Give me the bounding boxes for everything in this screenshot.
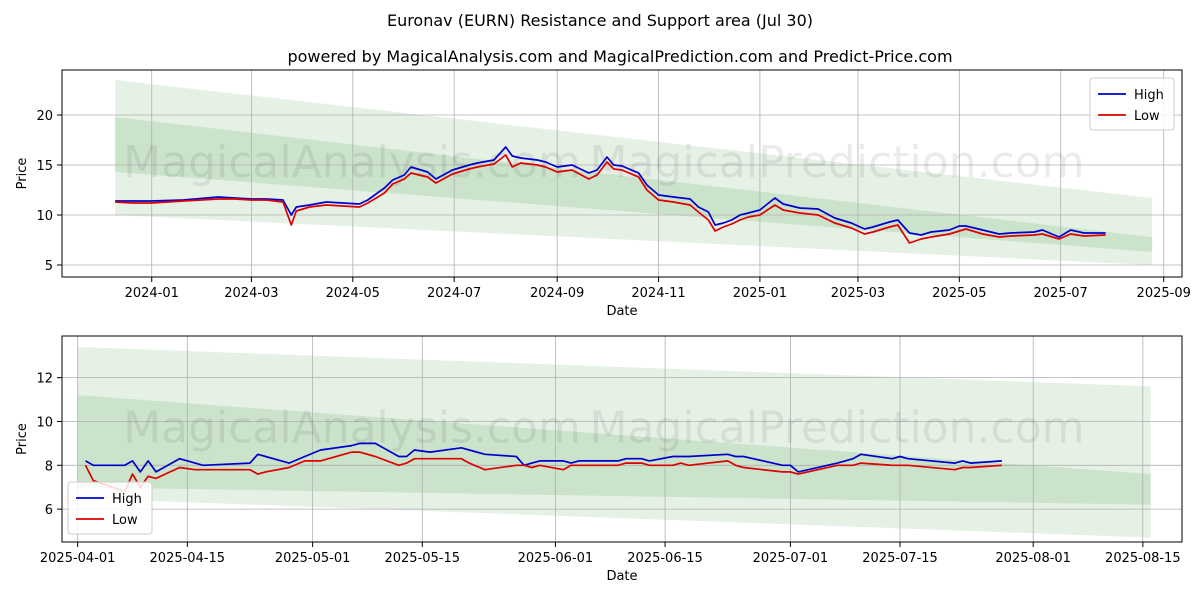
x-tick-label: 2024-01 (125, 286, 179, 301)
legend-label: High (1134, 88, 1164, 103)
x-tick-label: 2025-08-15 (1105, 551, 1181, 566)
x-tick-label: 2025-01 (733, 286, 787, 301)
x-tick-label: 2025-05 (932, 286, 986, 301)
legend-box (67, 481, 153, 535)
x-tick-label: 2025-07-01 (753, 551, 829, 566)
watermark-group: MagicalAnalysis.com MagicalPrediction.com (123, 403, 1084, 454)
x-tick-label: 2025-05-15 (384, 551, 460, 566)
x-axis-label: Date (606, 569, 637, 584)
inner-band (115, 117, 1153, 252)
legend: High Low (67, 481, 153, 535)
x-tick-label: 2025-07-15 (862, 551, 938, 566)
x-tick-label: 2025-04-01 (40, 551, 116, 566)
legend-label: Low (1134, 109, 1160, 124)
y-tick-label: 8 (45, 459, 53, 474)
band-group (115, 80, 1153, 265)
chart-subtitle: powered by MagicalAnalysis.com and Magic… (287, 47, 952, 66)
series-line-high (115, 146, 1106, 238)
y-tick-label: 5 (45, 259, 53, 274)
watermark-text: MagicalAnalysis.com (123, 137, 581, 188)
y-axis-label: Price (15, 423, 30, 455)
band-group (77, 346, 1151, 538)
x-ticks: 2024-01 2024-03 2024-05 2024-07 2024-09 2024-… (125, 277, 1191, 301)
series-line-low (115, 154, 1106, 244)
x-tick-label: 2024-07 (427, 286, 481, 301)
x-tick-label: 2024-03 (224, 286, 278, 301)
series-group (115, 146, 1106, 244)
series-group (84, 442, 1002, 493)
legend-label: Low (112, 513, 138, 528)
x-tick-label: 2025-07 (1034, 286, 1088, 301)
y-ticks: 5 10 15 20 (36, 109, 62, 274)
x-tick-label: 2025-09 (1137, 286, 1191, 301)
y-tick-label: 20 (36, 109, 53, 124)
x-tick-label: 2025-04-15 (150, 551, 226, 566)
watermark-text: MagicalPrediction.com (590, 137, 1085, 188)
outer-band (115, 80, 1153, 265)
watermark-group: MagicalAnalysis.com MagicalPrediction.com (123, 137, 1084, 188)
legend: High Low (1089, 77, 1175, 131)
x-tick-label: 2024-09 (530, 286, 584, 301)
x-tick-label: 2024-11 (631, 286, 685, 301)
x-tick-label: 2024-05 (326, 286, 380, 301)
legend-label: High (112, 492, 142, 507)
series-line-low (84, 451, 1002, 493)
plot-frame (61, 335, 1183, 543)
y-tick-label: 6 (45, 503, 53, 518)
inner-band (77, 395, 1151, 505)
y-tick-label: 10 (36, 209, 53, 224)
x-tick-label: 2025-06-01 (518, 551, 594, 566)
y-tick-label: 10 (36, 415, 53, 430)
y-ticks: 6 8 10 12 (36, 372, 62, 518)
x-axis-label: Date (606, 304, 637, 319)
chart-title: Euronav (EURN) Resistance and Support ar… (387, 11, 813, 30)
bottom-panel: MagicalAnalysis.com MagicalPrediction.com… (15, 335, 1183, 584)
x-tick-label: 2025-05-01 (275, 551, 351, 566)
y-axis-label: Price (15, 158, 30, 190)
grid-group (62, 70, 1182, 277)
plot-frame (61, 69, 1183, 278)
outer-band (77, 346, 1151, 538)
x-tick-label: 2025-06-15 (627, 551, 703, 566)
x-tick-label: 2025-03 (831, 286, 885, 301)
watermark-text: MagicalPrediction.com (590, 403, 1085, 454)
x-ticks: 2025-04-01 2025-04-15 2025-05-01 2025-05-15… (40, 542, 1181, 566)
top-panel: MagicalAnalysis.com MagicalPrediction.com… (15, 69, 1191, 319)
y-tick-label: 15 (36, 159, 53, 174)
series-line-high (85, 442, 1002, 473)
legend-box (1089, 77, 1175, 131)
y-tick-label: 12 (36, 372, 53, 387)
x-tick-label: 2025-08-01 (995, 551, 1071, 566)
